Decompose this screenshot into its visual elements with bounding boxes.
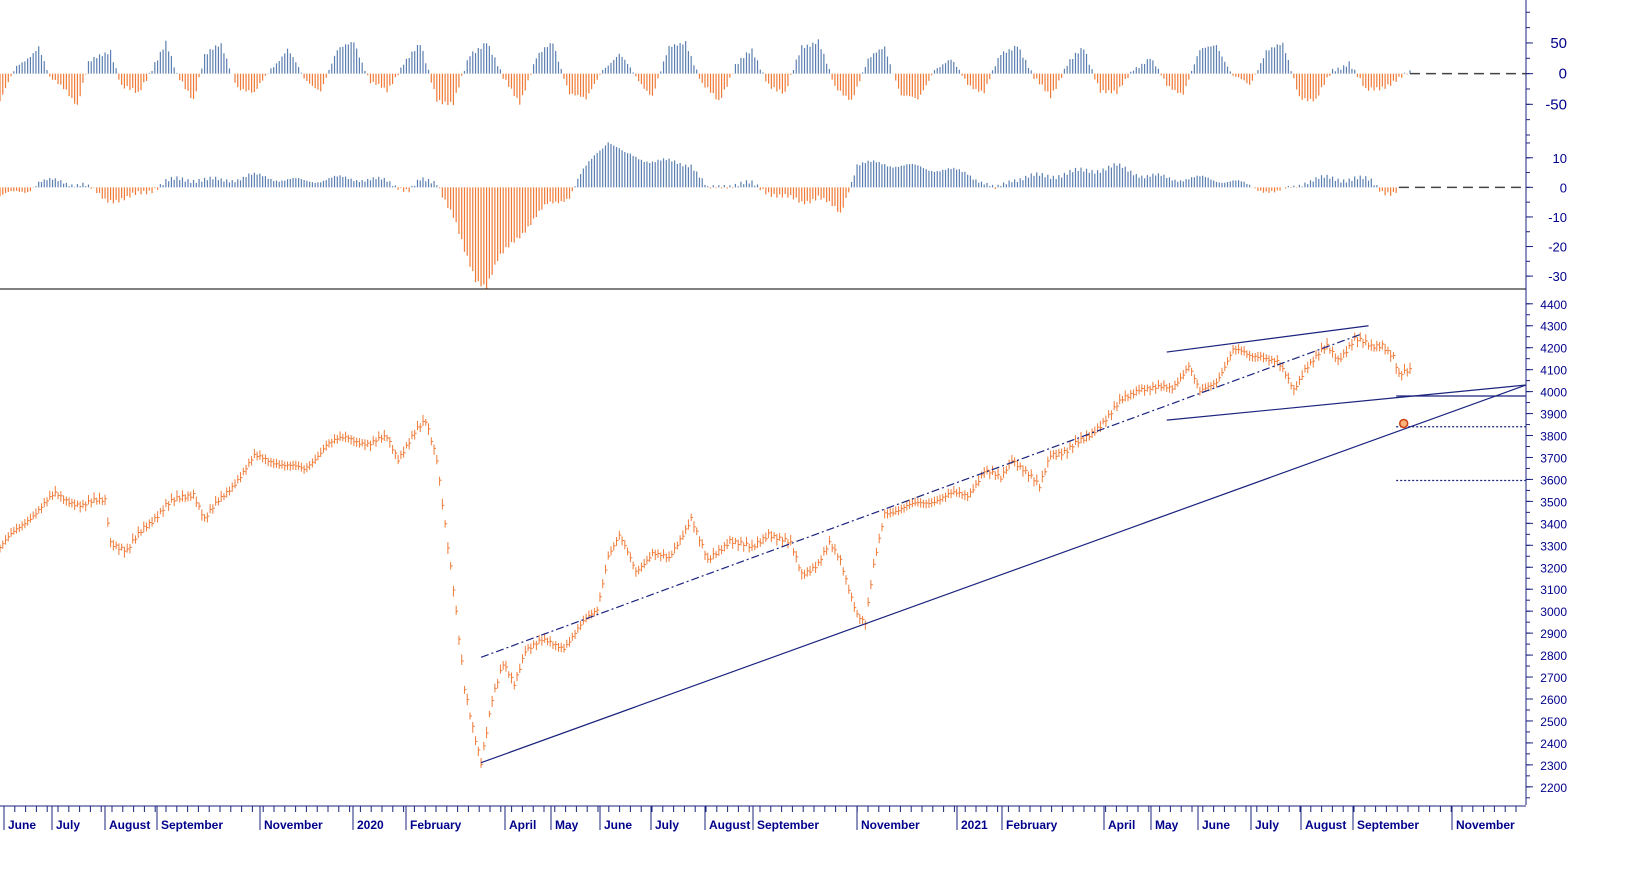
x-tick-label: June	[604, 818, 632, 832]
x-tick-label: September	[1357, 818, 1419, 832]
y-tick-label: 3600	[1540, 473, 1567, 487]
oscillator-middle-panel	[0, 142, 1526, 290]
y-tick-label: 0	[1559, 66, 1567, 83]
x-tick-label: February	[1006, 818, 1058, 832]
x-tick-label: 2020	[357, 818, 384, 832]
y-tick-label: 0	[1560, 180, 1567, 195]
x-tick-label: July	[56, 818, 80, 832]
trendline-overlays	[480, 325, 1527, 764]
y-tick-label: 4000	[1540, 386, 1567, 400]
y-tick-label: 10	[1553, 151, 1567, 166]
x-tick-label: August	[709, 818, 750, 832]
y-tick-label: 2300	[1540, 759, 1567, 773]
y-tick-label: 4200	[1540, 342, 1567, 356]
x-tick-label: November	[1456, 818, 1515, 832]
y-tick-label: 2500	[1540, 715, 1567, 729]
dash-dot-trendline	[480, 333, 1361, 658]
y-tick-label: 4400	[1540, 298, 1567, 312]
y-tick-label: 3000	[1540, 605, 1567, 619]
x-tick-label: September	[161, 818, 223, 832]
target-marker	[1398, 418, 1409, 429]
y-tick-label: -10	[1548, 210, 1567, 225]
y-tick-label: 3900	[1540, 408, 1567, 422]
y-tick-label: 3300	[1540, 539, 1567, 553]
x-tick-label: August	[109, 818, 150, 832]
y-axes: 50 0 -50 10 0 -10 -20 -30 4400 4300 4200 4100 4000 39…	[1525, 0, 1567, 805]
y-tick-label: 2600	[1540, 693, 1567, 707]
x-tick-label: May	[1155, 818, 1179, 832]
y-tick-label: -20	[1548, 240, 1567, 255]
y-tick-label: -30	[1548, 269, 1567, 284]
y-tick-label: 3500	[1540, 495, 1567, 509]
x-tick-label: 2021	[961, 818, 988, 832]
y-tick-label: 3200	[1540, 561, 1567, 575]
x-tick-label: November	[861, 818, 920, 832]
wedge-upper-line	[1166, 325, 1369, 353]
y-tick-label: 2900	[1540, 627, 1567, 641]
x-tick-label: February	[410, 818, 462, 832]
x-tick-label: May	[555, 818, 579, 832]
x-tick-label: September	[757, 818, 819, 832]
oscillator-top-panel	[0, 39, 1526, 106]
x-tick-label: April	[1108, 818, 1135, 832]
long-support-line	[480, 384, 1527, 764]
x-tick-label: July	[655, 818, 679, 832]
x-tick-label: November	[264, 818, 323, 832]
wedge-lower-line	[1166, 384, 1527, 421]
x-tick-label: June	[8, 818, 36, 832]
y-tick-label: 3400	[1540, 517, 1567, 531]
y-tick-label: 3100	[1540, 583, 1567, 597]
y-tick-label: 2400	[1540, 737, 1567, 751]
y-tick-label: 3800	[1540, 430, 1567, 444]
x-tick-label: August	[1305, 818, 1346, 832]
y-tick-label: -50	[1545, 96, 1567, 113]
y-tick-label: 4300	[1540, 320, 1567, 334]
y-tick-label: 3700	[1540, 451, 1567, 465]
x-tick-label: June	[1202, 818, 1230, 832]
y-tick-label: 50	[1550, 35, 1567, 52]
y-tick-label: 2800	[1540, 649, 1567, 663]
x-axis: June July August September November 2020 Febru…	[0, 805, 1526, 832]
y-tick-label: 4100	[1540, 364, 1567, 378]
y-tick-label: 2700	[1540, 671, 1567, 685]
x-tick-label: July	[1255, 818, 1279, 832]
price-panel	[0, 332, 1412, 768]
y-tick-label: 2200	[1540, 781, 1567, 795]
x-tick-label: April	[509, 818, 536, 832]
